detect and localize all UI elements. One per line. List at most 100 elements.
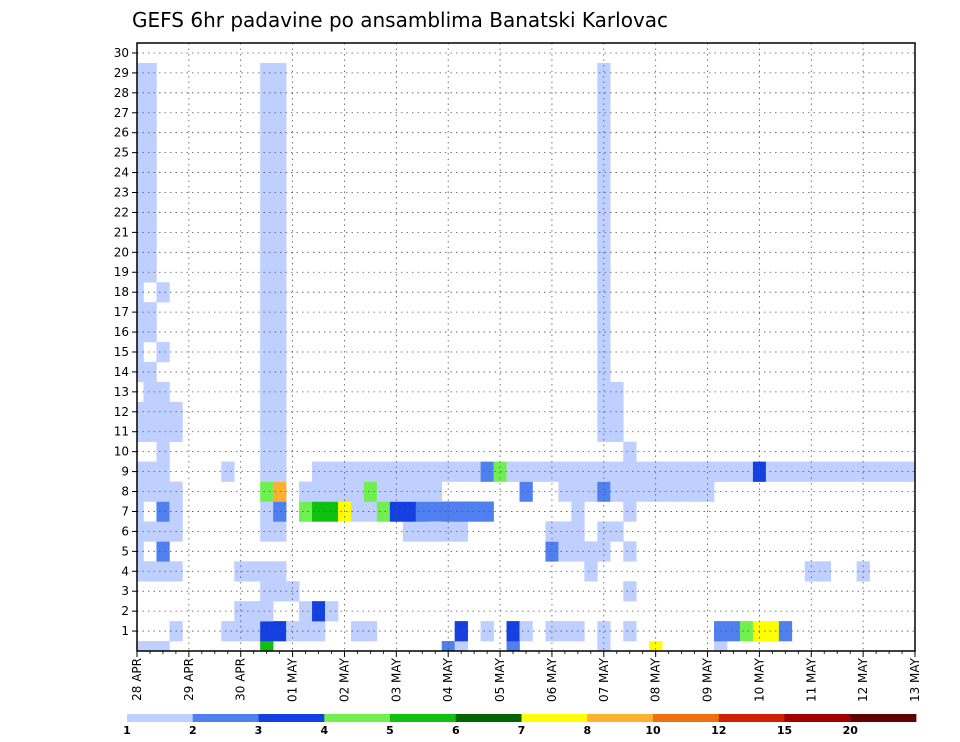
precip-cell [273,521,287,542]
precip-cell [623,621,637,642]
chart-title: GEFS 6hr padavine po ansamblima Banatski… [132,8,668,32]
precip-cell [260,142,274,163]
y-axis: 1234567891011121314151617181920212223242… [114,46,137,638]
precip-cell [260,561,274,582]
y-tick-label: 12 [114,405,129,419]
precip-cell [143,401,157,423]
precip-cell [260,242,274,263]
precip-cell [519,621,533,642]
precip-cell [454,501,468,522]
precip-cell [260,202,274,223]
precip-cell [260,302,274,323]
precip-cell [137,461,144,482]
precip-cell [402,501,417,522]
precip-cell [597,621,611,642]
precip-cell [273,222,287,243]
precip-cell [143,222,157,243]
precip-cell [299,481,313,502]
y-tick-label: 9 [121,465,129,479]
precip-cell [273,182,287,203]
precip-cell [597,322,611,343]
y-tick-label: 13 [114,385,129,399]
precip-cell [286,621,300,642]
precip-cell [137,641,144,652]
x-axis: 28 APR 29 APR 30 APR 01 MAY 02 MAY 03 MAY 04 M… [130,651,922,702]
y-tick-label: 6 [121,524,129,538]
precip-cell [260,441,274,462]
precip-cell [260,162,274,183]
y-tick-label: 25 [114,146,129,160]
colorbar-label: 15 [777,724,792,737]
precip-cell [156,501,170,522]
precip-cell [260,581,274,602]
precip-cell [415,501,430,522]
precip-cell [402,461,417,482]
precip-cell [221,461,235,482]
precip-cell [286,581,300,602]
x-tick-label: 30 APR [234,658,248,701]
precip-cell [137,322,144,343]
precip-cell [143,521,157,542]
precip-cell [778,621,793,642]
precip-cell [143,361,157,383]
y-tick-label: 7 [121,504,129,518]
precip-cell [480,621,494,642]
precip-cell [273,262,287,283]
precip-cell [273,342,287,363]
precip-cell [804,461,819,482]
y-tick-label: 18 [114,285,129,299]
precip-cell [558,621,572,642]
precip-cell [260,501,274,522]
precip-cell [156,641,170,652]
precip-cell [454,641,468,652]
precip-cell [830,461,844,482]
y-tick-label: 16 [114,325,129,339]
precip-cell [597,481,611,502]
precip-cell [623,501,637,522]
y-tick-label: 2 [121,604,129,618]
precip-cell [137,222,144,243]
colorbar-label: 12 [711,724,726,737]
x-tick-label: 08 MAY [649,657,663,702]
precip-cell [273,162,287,183]
y-tick-label: 23 [114,186,129,200]
precip-cell [545,461,559,482]
precip-cell [623,461,637,482]
colorbar-label: 8 [583,724,591,737]
precip-cell [260,342,274,363]
precip-cell [260,82,274,104]
precip-cell [143,162,157,183]
precip-cell [137,481,144,502]
precip-cell [545,541,559,562]
x-tick-label: 28 APR [130,658,144,701]
precip-cell [325,481,339,502]
precip-cell [597,122,611,143]
y-tick-label: 5 [121,544,129,558]
precip-cell [137,561,144,582]
y-tick-label: 19 [114,265,129,279]
precip-cell [234,601,248,622]
precip-cell [137,401,144,423]
y-tick-label: 3 [121,584,129,598]
precip-cell [143,82,157,104]
precip-cell [739,461,754,482]
precip-cell [260,621,274,642]
precip-cell [688,481,702,502]
x-tick-label: 04 MAY [441,657,455,702]
x-tick-label: 05 MAY [493,657,507,702]
precip-cell [143,641,157,652]
precip-cell [480,461,494,482]
colorbar-label: 10 [645,724,661,737]
precip-cell [363,501,378,522]
precip-cell [260,182,274,203]
x-tick-label: 13 MAY [908,657,922,702]
precip-cell [519,481,533,502]
y-tick-label: 1 [121,624,129,638]
precip-cell [376,501,391,522]
precip-cell [273,82,287,104]
precip-cell [467,461,481,482]
precip-cell [299,601,313,622]
precip-cell [143,461,157,482]
x-tick-label: 09 MAY [701,657,715,702]
